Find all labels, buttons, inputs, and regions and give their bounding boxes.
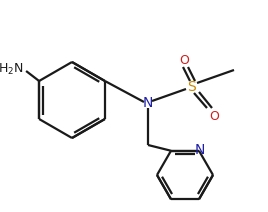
Text: S: S: [188, 80, 196, 94]
Text: O: O: [209, 110, 219, 124]
Text: H$_2$N: H$_2$N: [0, 61, 23, 77]
Text: O: O: [179, 53, 189, 67]
Text: N: N: [143, 96, 153, 110]
Text: N: N: [195, 143, 205, 157]
